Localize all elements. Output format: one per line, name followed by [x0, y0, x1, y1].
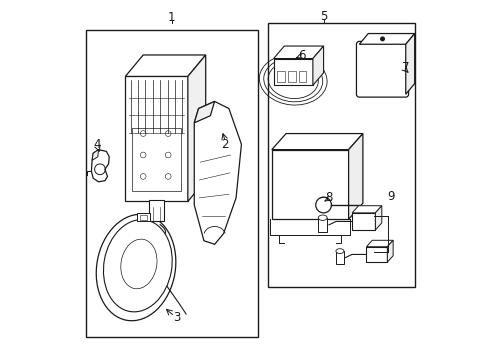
Bar — [125, 76, 188, 202]
Ellipse shape — [96, 214, 176, 321]
Polygon shape — [92, 150, 98, 160]
Text: 1: 1 — [168, 11, 175, 24]
Polygon shape — [406, 33, 415, 94]
Text: 7: 7 — [402, 61, 410, 74]
Bar — [336, 251, 344, 264]
Polygon shape — [352, 206, 382, 213]
Bar — [149, 200, 164, 221]
Bar — [352, 213, 375, 230]
Circle shape — [381, 37, 384, 41]
FancyBboxPatch shape — [356, 41, 409, 97]
Bar — [140, 215, 147, 220]
Bar — [272, 150, 348, 219]
Bar — [288, 71, 296, 82]
Polygon shape — [348, 134, 363, 219]
Polygon shape — [273, 46, 323, 59]
Text: 3: 3 — [173, 311, 181, 324]
Text: 2: 2 — [221, 138, 229, 151]
Bar — [86, 30, 258, 337]
Polygon shape — [188, 55, 206, 202]
Ellipse shape — [103, 220, 172, 312]
Text: 6: 6 — [298, 49, 305, 62]
Polygon shape — [92, 150, 109, 182]
Text: 4: 4 — [93, 138, 100, 151]
Ellipse shape — [336, 249, 344, 253]
Bar — [273, 59, 313, 85]
Bar — [132, 128, 181, 191]
Polygon shape — [359, 33, 415, 44]
Ellipse shape — [121, 239, 157, 289]
Polygon shape — [313, 46, 323, 85]
Bar — [318, 218, 327, 232]
Polygon shape — [194, 102, 242, 244]
Polygon shape — [125, 55, 206, 76]
Bar — [268, 23, 415, 287]
Polygon shape — [375, 206, 382, 230]
Polygon shape — [388, 240, 393, 262]
Polygon shape — [194, 102, 215, 123]
Bar — [137, 213, 149, 221]
Bar — [298, 71, 306, 82]
Ellipse shape — [318, 215, 327, 220]
Polygon shape — [272, 134, 363, 150]
Bar — [367, 247, 388, 262]
Bar — [277, 71, 285, 82]
Text: 5: 5 — [320, 10, 327, 23]
Text: 8: 8 — [325, 192, 333, 204]
Polygon shape — [367, 240, 393, 247]
Text: 9: 9 — [388, 190, 395, 203]
